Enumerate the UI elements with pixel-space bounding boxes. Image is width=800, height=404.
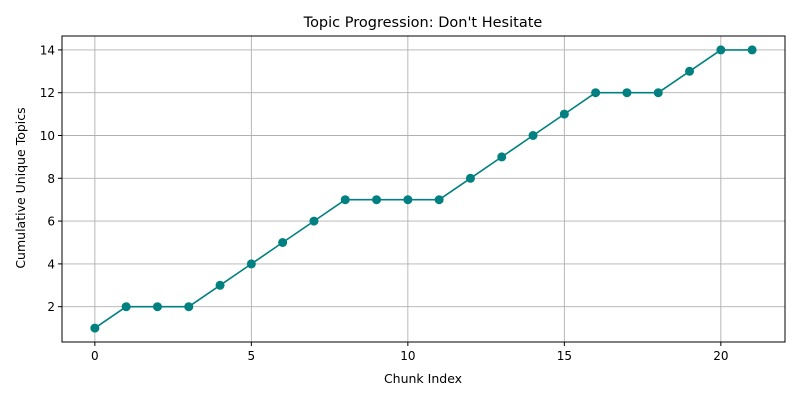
data-point bbox=[403, 195, 413, 205]
y-tick-label: 8 bbox=[47, 172, 55, 186]
x-axis-ticks: 0 5 10 15 20 bbox=[91, 342, 728, 363]
data-point bbox=[434, 195, 444, 205]
y-tick-label: 2 bbox=[47, 300, 55, 314]
grid bbox=[62, 36, 785, 342]
series-group bbox=[90, 45, 757, 333]
data-point bbox=[340, 195, 350, 205]
x-tick-label: 5 bbox=[248, 349, 256, 363]
data-point bbox=[622, 88, 632, 98]
data-point bbox=[497, 152, 507, 162]
data-point bbox=[152, 302, 162, 312]
data-point bbox=[465, 173, 475, 183]
x-tick-label: 10 bbox=[400, 349, 415, 363]
data-point bbox=[90, 323, 100, 333]
y-tick-label: 6 bbox=[47, 215, 55, 229]
x-tick-label: 20 bbox=[713, 349, 728, 363]
data-point bbox=[246, 259, 256, 269]
data-point bbox=[685, 66, 695, 76]
data-point bbox=[528, 131, 538, 141]
data-point bbox=[309, 216, 319, 226]
data-point bbox=[121, 302, 131, 312]
data-point bbox=[559, 109, 569, 119]
y-axis-ticks: 2 4 6 8 10 12 14 bbox=[40, 43, 62, 314]
data-point bbox=[278, 237, 288, 247]
x-tick-label: 15 bbox=[557, 349, 572, 363]
y-tick-label: 12 bbox=[40, 86, 55, 100]
data-point bbox=[591, 88, 601, 98]
data-point bbox=[215, 280, 225, 290]
chart-title: Topic Progression: Don't Hesitate bbox=[303, 15, 543, 31]
data-point bbox=[372, 195, 382, 205]
y-tick-label: 14 bbox=[40, 43, 55, 57]
data-point bbox=[184, 302, 194, 312]
x-tick-label: 0 bbox=[91, 349, 99, 363]
data-point bbox=[716, 45, 726, 55]
data-point bbox=[653, 88, 663, 98]
series-line bbox=[94, 49, 753, 329]
y-tick-label: 4 bbox=[47, 257, 55, 271]
y-tick-label: 10 bbox=[40, 129, 55, 143]
plot-frame bbox=[61, 35, 786, 343]
data-point bbox=[747, 45, 757, 55]
y-axis-label: Cumulative Unique Topics bbox=[13, 107, 28, 268]
x-axis-label: Chunk Index bbox=[384, 371, 462, 386]
